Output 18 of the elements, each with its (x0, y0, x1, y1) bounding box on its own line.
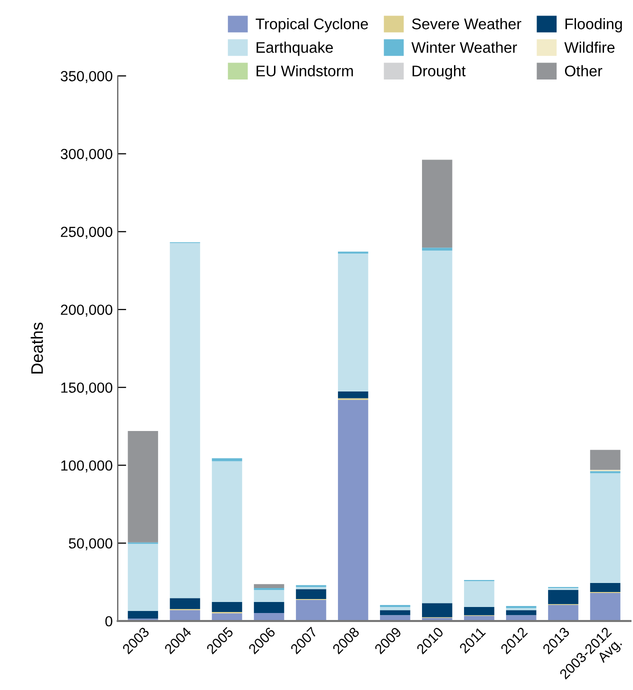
y-tick-label: 50,000 (68, 538, 112, 550)
y-tick-label: 300,000 (60, 148, 112, 161)
legend-label: Drought (412, 65, 466, 80)
legend-label: Tropical Cyclone (256, 18, 368, 32)
legend-label: EU Windstorm (256, 65, 353, 76)
y-tick-label: 200,000 (60, 304, 112, 317)
y-tick-label: 250,000 (60, 226, 112, 239)
y-tick-label: 100,000 (61, 460, 112, 472)
legend-label: Flooding (566, 18, 622, 32)
y-tick-label: 0 (105, 616, 112, 626)
legend-label: Severe Weather (412, 18, 522, 30)
legend-label: Wildfire (564, 42, 615, 53)
y-tick-label: 350,000 (60, 71, 112, 84)
legend-label: Other (564, 65, 602, 76)
legend-label: Winter Weather (411, 42, 517, 53)
y-tick-label: 150,000 (61, 382, 112, 395)
y-axis-title: Deaths (30, 322, 43, 374)
legend-label: Earthquake (256, 42, 333, 56)
